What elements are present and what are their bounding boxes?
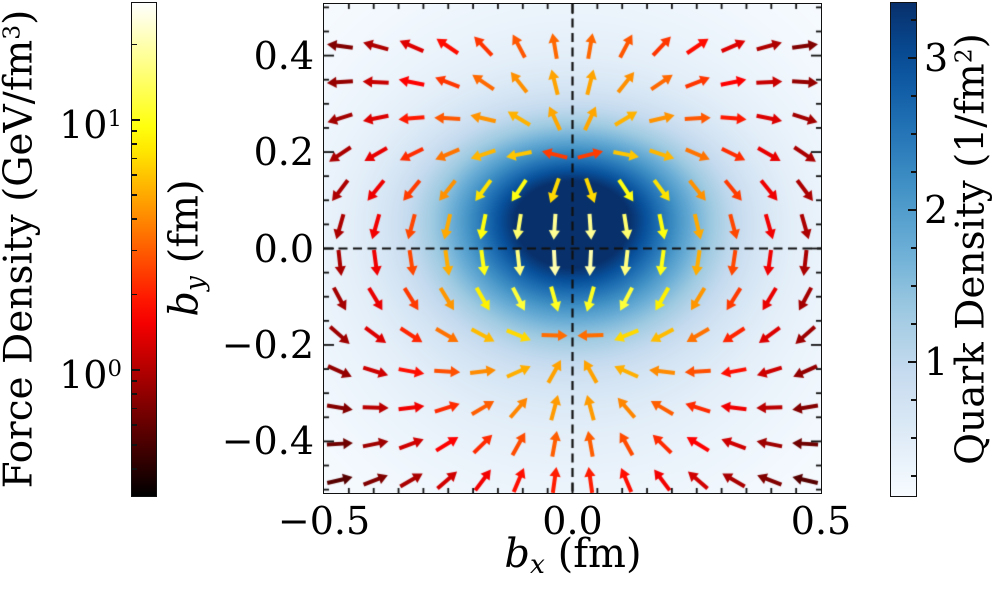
force-density-colorbar-label: Force Density (GeV/fm3) bbox=[0, 10, 42, 489]
cbar-minor-tick bbox=[910, 399, 916, 401]
cbar-minor-tick bbox=[132, 468, 137, 470]
cbar-minor-tick bbox=[132, 444, 137, 446]
force-colorbar-tick-label: 100 bbox=[50, 343, 122, 397]
cbar-minor-tick bbox=[132, 393, 137, 395]
cbar-minor-tick bbox=[132, 174, 137, 176]
cbar-major-tick bbox=[907, 360, 916, 363]
tick-label-part: 0 bbox=[107, 355, 122, 382]
cbar-minor-tick bbox=[910, 247, 916, 249]
force-colorbar-tick-label: 101 bbox=[50, 93, 122, 147]
cbar-major-tick bbox=[907, 209, 916, 212]
y-axis-label-sub: y bbox=[179, 276, 211, 291]
cbar-minor-tick bbox=[910, 19, 916, 21]
x-tick-label: −0.5 bbox=[277, 499, 371, 543]
cbar-minor-tick bbox=[910, 285, 916, 287]
x-axis-label: bx (fm) bbox=[452, 527, 694, 581]
quark-colorbar-tick-label: 1 bbox=[924, 339, 949, 384]
x-axis-label-unit: (fm) bbox=[544, 531, 642, 577]
force-density-label-close: ) bbox=[0, 9, 42, 25]
cbar-minor-tick bbox=[132, 424, 137, 426]
cbar-minor-tick bbox=[132, 249, 137, 252]
force-density-label-sup: 3 bbox=[0, 24, 26, 40]
x-tick-label: 0.0 bbox=[542, 499, 603, 543]
quark-colorbar-tick-label: 2 bbox=[924, 188, 949, 233]
quark-density-colorbar-label: Quark Density (1/fm2) bbox=[949, 33, 994, 465]
cbar-minor-tick bbox=[132, 194, 137, 196]
y-axis-label-unit: (fm) bbox=[161, 179, 208, 277]
quiver-density-canvas bbox=[324, 4, 821, 493]
quark-density-label-text: Quark Density (1/fm bbox=[948, 63, 994, 465]
tick-label-part: 10 bbox=[59, 102, 108, 147]
quark-colorbar-tick-label: 3 bbox=[924, 36, 949, 81]
cbar-major-tick bbox=[132, 118, 140, 121]
cbar-minor-tick bbox=[132, 218, 137, 220]
force-density-colorbar bbox=[131, 2, 157, 497]
cbar-minor-tick bbox=[132, 157, 137, 160]
x-axis-label-base: b bbox=[504, 531, 531, 577]
y-axis-label-base: b bbox=[161, 290, 208, 317]
y-tick-label: 0.2 bbox=[253, 130, 314, 175]
y-tick-label: −0.4 bbox=[221, 419, 314, 464]
cbar-minor-tick bbox=[910, 323, 916, 325]
y-axis-label: by (fm) bbox=[162, 179, 211, 316]
y-tick-label: −0.2 bbox=[221, 322, 314, 367]
y-tick-label: 0.0 bbox=[253, 226, 314, 271]
cbar-minor-tick bbox=[132, 143, 137, 145]
cbar-minor-tick bbox=[910, 436, 916, 439]
force-density-label-text: Force Density (GeV/fm bbox=[0, 39, 42, 489]
cbar-major-tick bbox=[907, 57, 916, 60]
cbar-minor-tick bbox=[132, 130, 137, 132]
tick-label-part: 10 bbox=[59, 352, 108, 397]
y-tick-label: 0.4 bbox=[253, 33, 314, 78]
quark-density-colorbar bbox=[890, 2, 917, 497]
x-axis-label-sub: x bbox=[530, 548, 545, 580]
cbar-minor-tick bbox=[910, 95, 916, 97]
cbar-minor-tick bbox=[132, 380, 137, 382]
tick-label-part: 1 bbox=[107, 105, 122, 132]
quark-density-label-sup: 2 bbox=[949, 48, 978, 64]
cbar-minor-tick bbox=[132, 43, 137, 46]
quark-density-label-close: ) bbox=[948, 33, 994, 49]
cbar-minor-tick bbox=[910, 133, 916, 135]
cbar-minor-tick bbox=[910, 171, 916, 173]
cbar-major-tick bbox=[132, 368, 140, 371]
cbar-minor-tick bbox=[132, 293, 137, 296]
cbar-minor-tick bbox=[132, 407, 137, 410]
cbar-minor-tick bbox=[910, 474, 916, 477]
x-tick-label: 0.5 bbox=[790, 499, 852, 543]
